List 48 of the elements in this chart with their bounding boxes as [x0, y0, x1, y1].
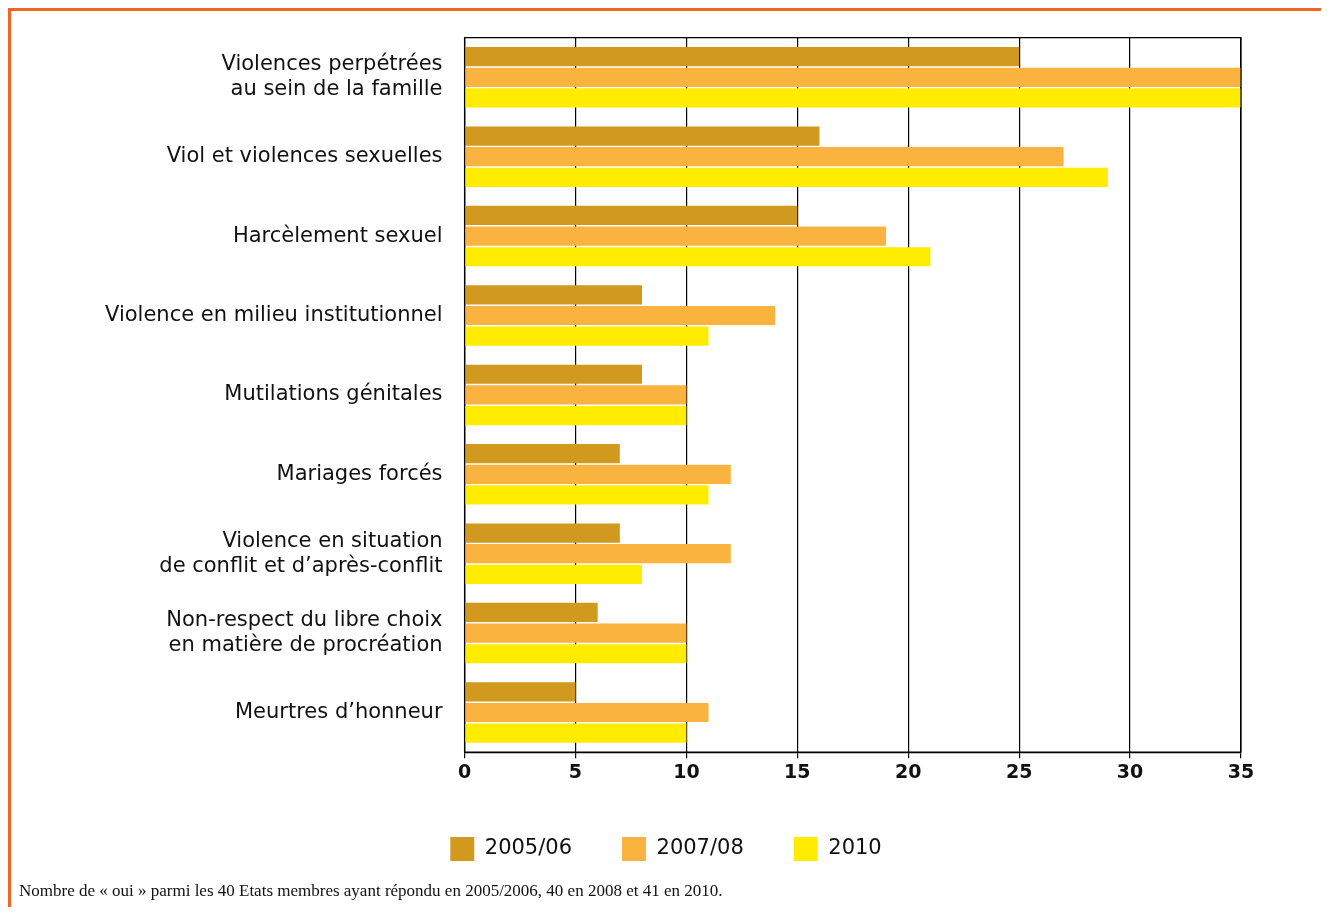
bar: [465, 682, 576, 702]
legend-label: 2010: [828, 835, 882, 860]
bar: [465, 167, 1108, 187]
bar: [465, 247, 931, 267]
y-tick-label: Viol et violences sexuelles: [166, 143, 443, 168]
bar: [465, 485, 709, 505]
bar: [465, 305, 776, 326]
x-tick-label: 15: [784, 759, 811, 782]
x-tick-label: 30: [1116, 759, 1144, 782]
bar: [465, 285, 643, 305]
x-tick-label: 5: [568, 759, 583, 782]
bar: [465, 326, 709, 346]
y-tick-label: Mariages forcés: [276, 460, 443, 485]
bar: [465, 623, 687, 643]
bar: [465, 444, 620, 464]
y-tick-label: Violence en situation de conflit et d’après-conflit: [159, 527, 443, 577]
x-tick-label: 35: [1227, 759, 1255, 782]
x-tick-label: 20: [895, 759, 922, 782]
bar: [465, 205, 798, 226]
bar: [465, 67, 1241, 87]
bar: [465, 723, 687, 743]
bar: [465, 364, 643, 384]
x-tick-label: 25: [1005, 759, 1033, 782]
bar: [465, 644, 687, 664]
bar: [465, 602, 598, 623]
bar: [465, 226, 887, 246]
y-tick-label: Harcèlement sexuel: [232, 222, 443, 247]
legend-label: 2007/08: [656, 835, 744, 860]
legend-label: 2005/06: [484, 835, 573, 860]
bar: [465, 544, 731, 564]
text: Nombre de « oui » parmi les 40 Etats membres ayant répondu en 2005/2006, 40 en 2008 et 41 en 2010.: [18, 881, 724, 902]
y-tick-label: Violences perpétrées au sein de la famille: [221, 51, 443, 101]
y-tick-label: Mutilations génitales: [224, 381, 443, 406]
bar: [465, 523, 620, 543]
bar: [465, 385, 687, 405]
bar: [465, 702, 709, 723]
bar: [465, 88, 1241, 108]
bar: [465, 147, 1064, 167]
bar: [465, 405, 687, 426]
bar: [465, 47, 1020, 67]
y-tick-label: Violence en milieu institutionnel: [104, 301, 443, 326]
bar: [465, 564, 643, 584]
x-tick-label: 0: [457, 759, 472, 782]
y-tick-label: Non-respect du libre choix en matière de procréation: [166, 606, 443, 657]
y-tick-label: Meurtres d’honneur: [234, 698, 443, 723]
x-tick-label: 10: [673, 759, 700, 782]
bar: [465, 126, 820, 146]
bar: [465, 464, 731, 484]
